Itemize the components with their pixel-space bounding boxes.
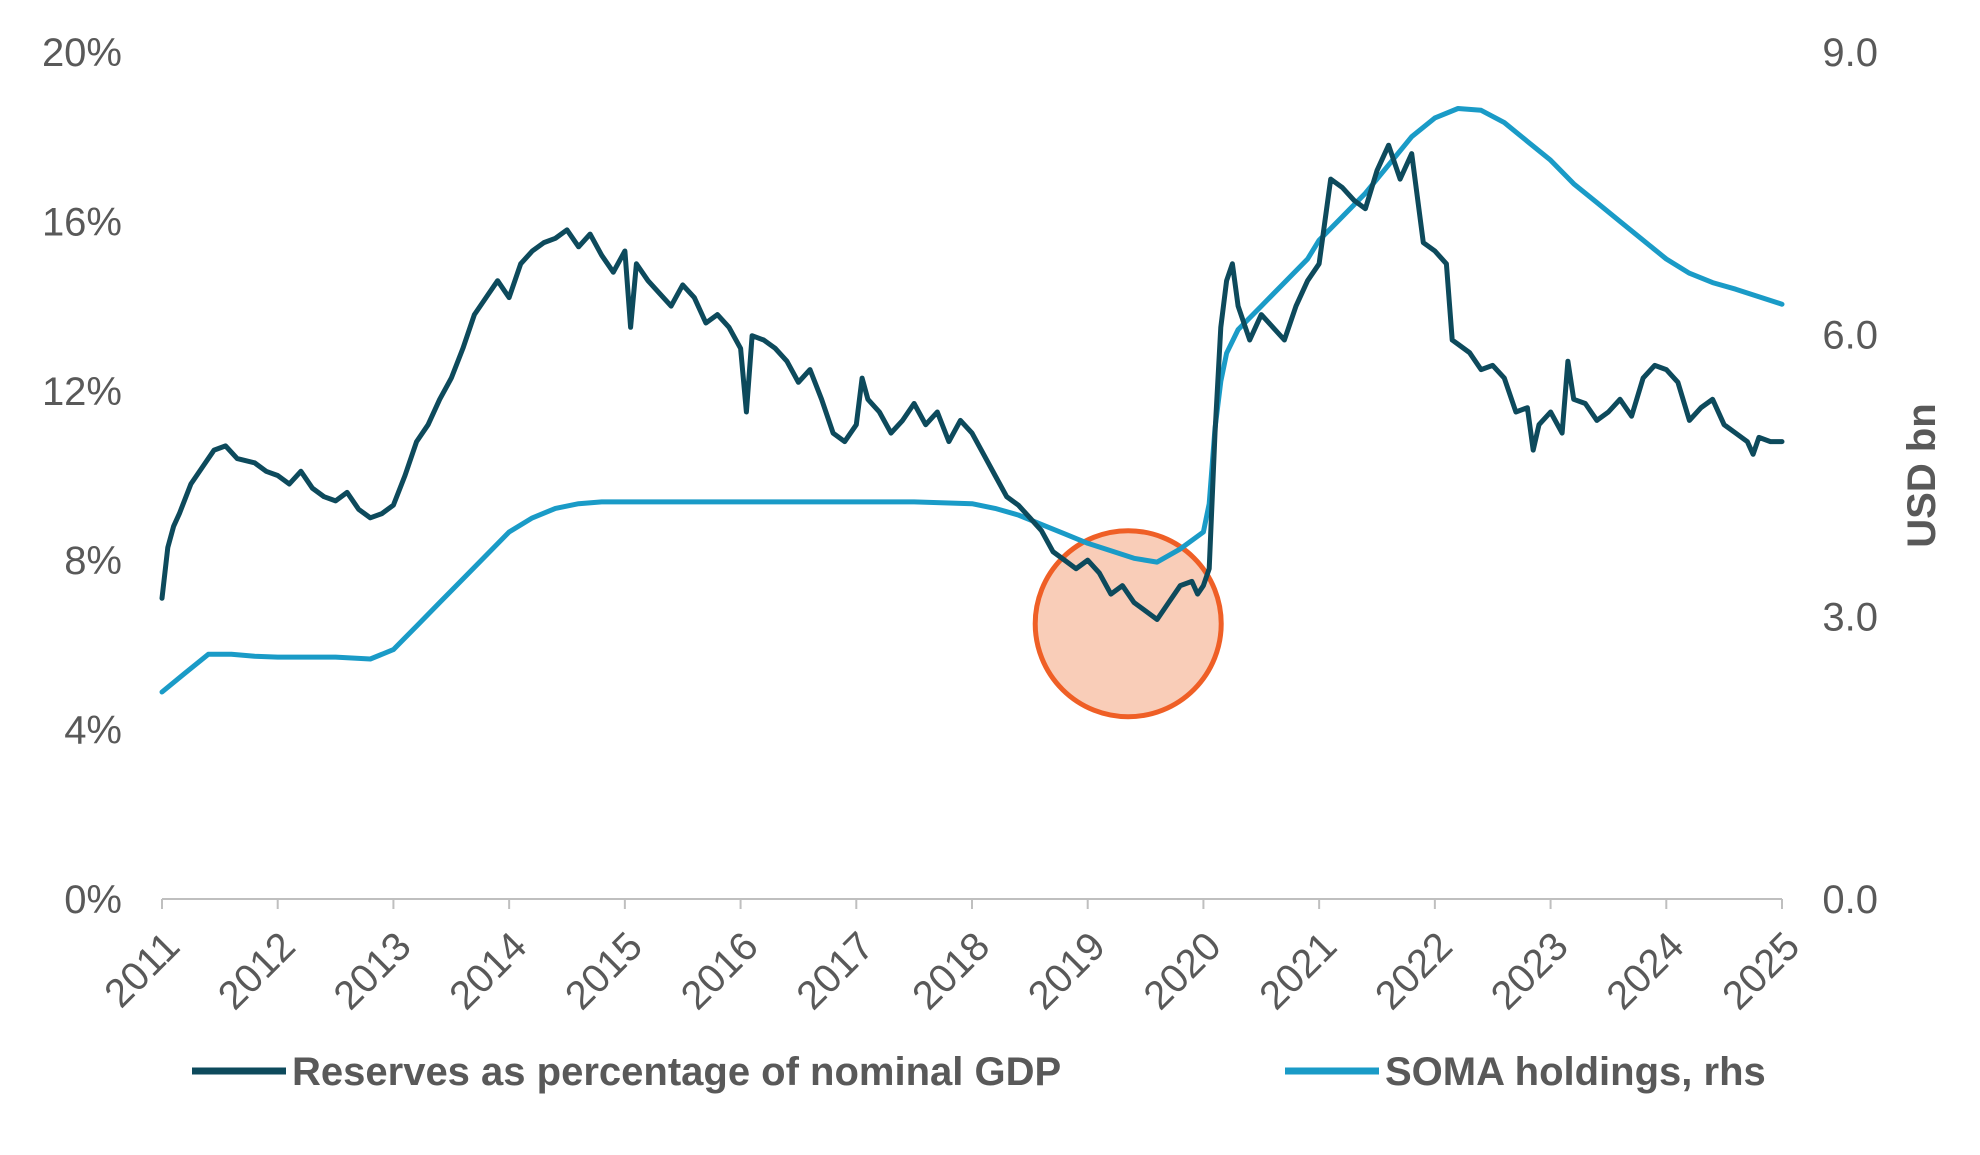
y-left-tick-label: 12% <box>42 370 122 414</box>
x-tick-label: 2022 <box>1367 924 1461 1018</box>
y-left-ticks: 0% 4% 8% 12% 16% 20% <box>42 31 122 922</box>
y-right-ticks: 0.0 3.0 6.0 9.0 <box>1822 31 1878 922</box>
legend: Reserves as percentage of nominal GDP SO… <box>192 1050 1766 1094</box>
x-tick-label: 2012 <box>210 924 304 1018</box>
x-tick-label: 2025 <box>1714 924 1808 1018</box>
x-tick-label: 2020 <box>1136 924 1230 1018</box>
series-line-reserves <box>159 142 1785 622</box>
y-right-axis-title: USD bn <box>1900 403 1944 547</box>
x-tick-label: 2013 <box>326 924 420 1018</box>
x-tick-label: 2023 <box>1483 924 1577 1018</box>
y-right-tick-label: 3.0 <box>1822 596 1878 640</box>
legend-label-soma: SOMA holdings, rhs <box>1385 1050 1766 1094</box>
x-tick-label: 2016 <box>673 924 767 1018</box>
x-tick-label: 2015 <box>557 924 651 1018</box>
y-right-tick-label: 0.0 <box>1822 878 1878 922</box>
x-tick-label: 2018 <box>904 924 998 1018</box>
y-left-tick-label: 16% <box>42 200 122 244</box>
highlight-circle <box>1032 528 1224 720</box>
y-left-tick-label: 20% <box>42 31 122 75</box>
x-tick-label: 2021 <box>1251 924 1345 1018</box>
x-tick-label: 2024 <box>1598 924 1692 1018</box>
x-tick-label: 2014 <box>441 924 535 1018</box>
annotation-layer <box>1032 528 1224 720</box>
y-right-tick-label: 9.0 <box>1822 31 1878 75</box>
series-layer <box>159 106 1785 695</box>
x-tick-label: 2011 <box>96 924 188 1016</box>
x-tick-label: 2017 <box>788 924 882 1018</box>
y-left-tick-label: 0% <box>64 878 122 922</box>
y-right-tick-label: 6.0 <box>1822 313 1878 357</box>
axes-layer: 2011 2012 2013 2014 2015 2016 2017 2018 2019 2020… <box>42 31 1944 1018</box>
y-left-tick-label: 4% <box>64 709 122 753</box>
series-line-soma <box>159 106 1785 695</box>
x-ticks: 2011 2012 2013 2014 2015 2016 2017 2018 2019 2020… <box>96 899 1808 1018</box>
legend-label-reserves: Reserves as percentage of nominal GDP <box>292 1050 1061 1094</box>
x-tick-label: 2019 <box>1020 924 1114 1018</box>
y-left-tick-label: 8% <box>64 539 122 583</box>
